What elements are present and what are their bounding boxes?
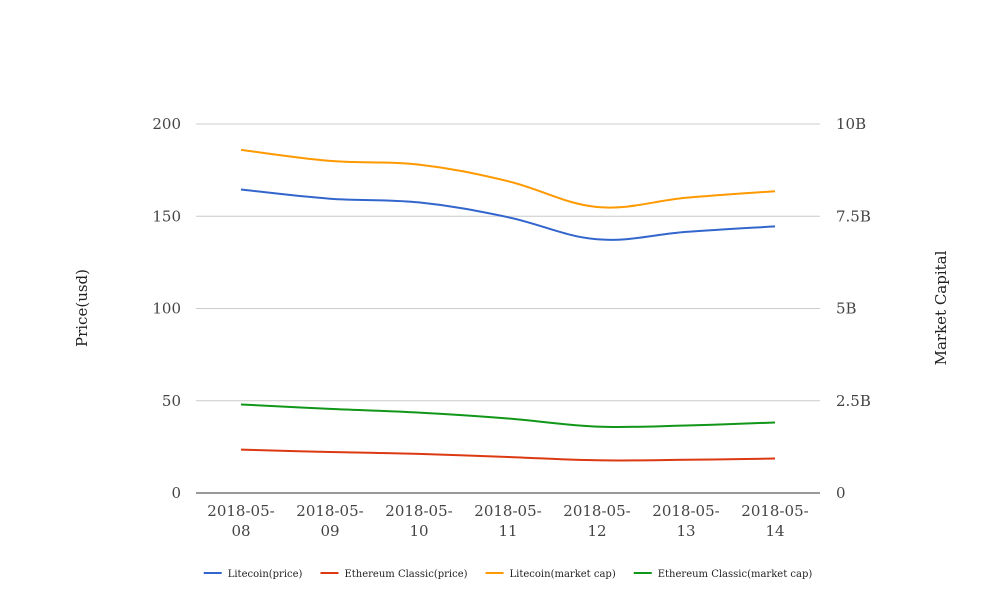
series-lines [240, 148, 776, 462]
series-line-litecoin-market-cap [240, 148, 776, 209]
legend-item-ethereum-classic-market-cap[interactable]: Ethereum Classic(market cap) [633, 569, 813, 580]
y-right-axis-title: Market Capital [932, 250, 950, 365]
y-left-axis-title: Price(usd) [73, 269, 91, 347]
x-tick-label: 2018-05-14 [741, 502, 808, 540]
legend-label: Litecoin(market cap) [510, 569, 616, 580]
y-left-tick-label: 200 [152, 115, 181, 133]
series-line-ethereum-classic-market-cap [240, 403, 776, 429]
legend-item-ethereum-classic-price[interactable]: Ethereum Classic(price) [320, 569, 468, 580]
x-tick-label: 2018-05-12 [563, 502, 630, 540]
y-right-tick-label: 2.5B [836, 392, 871, 410]
legend-label: Litecoin(price) [228, 569, 303, 580]
series-line-ethereum-classic-price [240, 448, 776, 462]
y-left-tick-label: 0 [171, 484, 181, 502]
legend-item-litecoin-price[interactable]: Litecoin(price) [203, 569, 303, 580]
legend-item-litecoin-market-cap[interactable]: Litecoin(market cap) [485, 569, 616, 580]
x-tick-label: 2018-05-10 [385, 502, 452, 540]
y-left-tick-label: 150 [152, 207, 181, 225]
legend-label: Ethereum Classic(market cap) [658, 569, 813, 580]
y-right-tick-label: 0 [836, 484, 846, 502]
y-left-tick-label: 50 [162, 392, 181, 410]
y-right-tick-label: 5B [836, 300, 857, 318]
gridlines [196, 123, 820, 494]
legend-label: Ethereum Classic(price) [344, 569, 467, 580]
x-tick-label: 2018-05-09 [296, 502, 363, 540]
x-tick-label: 2018-05-11 [474, 502, 541, 540]
x-tick-label: 2018-05-13 [652, 502, 719, 540]
series-line-litecoin-price [240, 188, 776, 241]
legend: Litecoin(price) Ethereum Classic(price) Li… [203, 569, 813, 580]
y-right-tick-label: 10B [836, 115, 866, 133]
axes: 0 50 100 150 200 0 2.5B 5B 7.5B 10B 2018-05-08 2018… [73, 115, 950, 540]
y-right-tick-label: 7.5B [836, 207, 871, 225]
x-tick-label: 2018-05-08 [207, 502, 274, 540]
y-left-tick-label: 100 [152, 300, 181, 318]
